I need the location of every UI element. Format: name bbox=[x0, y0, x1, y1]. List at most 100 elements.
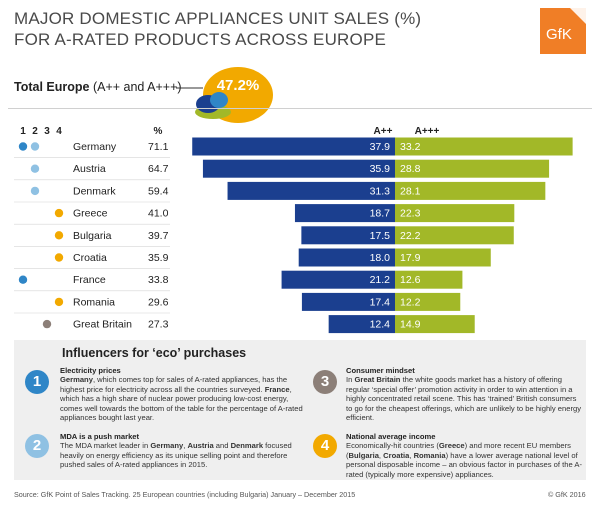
cluster-dot-denmark-2 bbox=[30, 186, 40, 196]
data-label-appp: 12.6 bbox=[400, 274, 421, 286]
influencer-4-heading: National average income bbox=[346, 432, 436, 441]
data-label-appp: 22.3 bbox=[400, 208, 421, 220]
title-line-1: MAJOR DOMESTIC APPLIANCES UNIT SALES (%) bbox=[14, 9, 422, 28]
cluster-dot-great-britain-3 bbox=[42, 319, 52, 329]
total-connector bbox=[176, 87, 203, 89]
country-label: Great Britain bbox=[73, 319, 132, 331]
data-label-appp: 12.2 bbox=[400, 296, 421, 308]
cluster-header-4: 4 bbox=[56, 126, 62, 137]
data-label-app: 31.3 bbox=[370, 185, 391, 197]
influencer-4-number: 4 bbox=[313, 434, 337, 458]
cluster-dot-austria-2 bbox=[30, 164, 40, 173]
page-title: MAJOR DOMESTIC APPLIANCES UNIT SALES (%)… bbox=[14, 8, 494, 50]
bar-app-denmark bbox=[227, 181, 395, 200]
total-value: 64.7 bbox=[148, 163, 169, 175]
bar-appp-germany bbox=[395, 137, 573, 156]
bar-appp-france bbox=[395, 270, 463, 289]
country-label: Romania bbox=[73, 296, 115, 308]
data-label-app: 17.4 bbox=[370, 296, 391, 308]
influencer-1: Electricity prices Germany, which comes … bbox=[60, 366, 305, 422]
source-note: Source: GfK Point of Sales Tracking. 25 … bbox=[14, 490, 356, 499]
data-label-app: 17.5 bbox=[370, 230, 391, 242]
bar-app-romania bbox=[301, 292, 395, 311]
data-label-appp: 33.2 bbox=[400, 141, 421, 153]
bar-appp-austria bbox=[395, 159, 550, 178]
total-value: 71.1 bbox=[148, 141, 169, 153]
total-value: 41.0 bbox=[148, 208, 169, 220]
data-label-app: 35.9 bbox=[370, 163, 391, 175]
cluster-dot-croatia-4 bbox=[54, 253, 64, 262]
bar-appp-bulgaria bbox=[395, 226, 514, 245]
bar-app-great-britain bbox=[328, 315, 395, 334]
cluster-header-1: 1 bbox=[20, 126, 26, 137]
data-label-app: 21.2 bbox=[370, 274, 391, 286]
bar-app-bulgaria bbox=[301, 226, 395, 245]
influencer-1-heading: Electricity prices bbox=[60, 366, 121, 375]
data-label-appp: 28.1 bbox=[400, 185, 421, 197]
influencer-2-body: The MDA market leader in Germany, Austri… bbox=[60, 441, 292, 470]
country-label: Germany bbox=[73, 141, 117, 153]
bar-appp-romania bbox=[395, 292, 461, 311]
bar-appp-great-britain bbox=[395, 315, 475, 334]
country-label: Bulgaria bbox=[73, 230, 112, 242]
cluster-dot-france-1 bbox=[18, 275, 28, 284]
data-label-app: 12.4 bbox=[370, 319, 391, 331]
legend-app: A++ bbox=[374, 126, 393, 137]
bar-appp-greece bbox=[395, 204, 515, 223]
country-label: Denmark bbox=[73, 185, 116, 197]
influencer-2-heading: MDA is a push market bbox=[60, 432, 140, 441]
influencer-3: Consumer mindset In Great Britain the wh… bbox=[346, 366, 582, 422]
cluster-header-2: 2 bbox=[32, 126, 38, 137]
cluster-dot-germany-2 bbox=[30, 142, 40, 151]
bar-app-croatia bbox=[298, 248, 395, 267]
country-label: France bbox=[73, 274, 106, 286]
legend-appp: A+++ bbox=[415, 126, 440, 137]
country-label: Croatia bbox=[73, 252, 107, 264]
cluster-header-3: 3 bbox=[44, 126, 50, 137]
total-value: 59.4 bbox=[148, 185, 169, 197]
cluster-dot-romania-4 bbox=[54, 297, 64, 307]
total-value: 27.3 bbox=[148, 319, 169, 331]
country-label: Austria bbox=[73, 163, 106, 175]
total-value: 47.2% bbox=[216, 77, 260, 94]
data-label-appp: 17.9 bbox=[400, 252, 421, 264]
total-europe-bold: Total Europe bbox=[14, 80, 90, 94]
bar-app-germany bbox=[192, 137, 395, 156]
cluster-dot-germany-1 bbox=[18, 142, 28, 151]
total-europe-label: Total Europe (A++ and A+++) bbox=[14, 80, 182, 94]
title-line-2: FOR A-RATED PRODUCTS ACROSS EUROPE bbox=[14, 30, 387, 49]
bar-appp-croatia bbox=[395, 248, 491, 267]
influencer-4-body: Economically-hit countries (Greece) and … bbox=[346, 441, 582, 479]
influencer-2-number: 2 bbox=[25, 434, 49, 458]
gfk-logo-text: GfK bbox=[546, 26, 572, 43]
bar-app-austria bbox=[202, 159, 395, 178]
data-label-appp: 28.8 bbox=[400, 163, 421, 175]
country-label: Greece bbox=[73, 208, 108, 220]
cluster-dot-bulgaria-4 bbox=[54, 231, 64, 240]
cluster-dot-greece-4 bbox=[54, 208, 64, 218]
chart-area: 1 2 3 4% A++ A+++ Germany 71.1 37.9 33.2 Austria 64… bbox=[14, 126, 573, 334]
data-label-appp: 14.9 bbox=[400, 319, 421, 331]
influencer-3-number: 3 bbox=[313, 370, 337, 394]
influencer-1-body: Germany, which comes top for sales of A-… bbox=[60, 375, 303, 423]
bar-app-greece bbox=[294, 204, 395, 223]
influencer-2: MDA is a push market The MDA market lead… bbox=[60, 432, 305, 470]
total-value: 35.9 bbox=[148, 252, 169, 264]
influencer-3-body: In Great Britain the white goods market … bbox=[346, 375, 581, 423]
gfk-logo: GfK bbox=[540, 8, 586, 54]
copyright: © GfK 2016 bbox=[548, 490, 586, 499]
bar-app-france bbox=[281, 270, 395, 289]
influencer-4: National average income Economically-hit… bbox=[346, 432, 582, 479]
data-label-appp: 22.2 bbox=[400, 230, 421, 242]
percent-header: % bbox=[154, 126, 163, 137]
total-value: 29.6 bbox=[148, 296, 169, 308]
total-europe-rest: (A++ and A+++) bbox=[89, 80, 182, 94]
influencers-panel bbox=[14, 340, 586, 480]
data-label-app: 18.7 bbox=[370, 208, 391, 220]
header-divider bbox=[8, 108, 592, 109]
total-value: 39.7 bbox=[148, 230, 169, 242]
data-label-app: 18.0 bbox=[370, 252, 391, 264]
influencer-3-heading: Consumer mindset bbox=[346, 366, 415, 375]
influencer-1-number: 1 bbox=[25, 370, 49, 394]
influencers-title: Influencers for ‘eco’ purchases bbox=[62, 346, 247, 360]
